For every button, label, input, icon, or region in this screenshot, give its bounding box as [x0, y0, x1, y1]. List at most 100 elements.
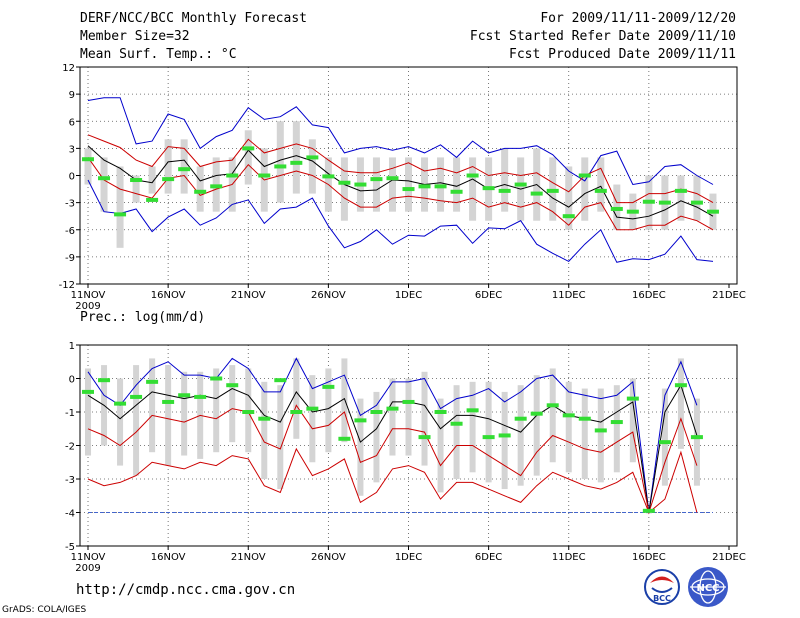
- temp-spread-box: [388, 157, 396, 212]
- temp-spread-box: [196, 166, 204, 212]
- ncc-logo: NCC: [688, 567, 728, 607]
- prec-spread-box: [565, 381, 572, 473]
- temp-spread-box: [164, 139, 172, 194]
- prec-spread-box: [613, 385, 620, 473]
- prec-spread-box: [309, 375, 316, 463]
- temp-xtick-label: 26NOV: [311, 290, 346, 301]
- temp-spread-box: [372, 157, 380, 212]
- temp-year-label: 2009: [75, 301, 100, 312]
- bcc-logo: BCC: [644, 569, 680, 605]
- prec-ytick-label: -1: [65, 408, 75, 419]
- precipitation-panel: -5 -4 -3 -2 -1 0 1 11NOV 16NOV 21NOV 26NOV 1DEC 6DEC…: [65, 341, 746, 574]
- temp-spread-box: [132, 175, 140, 203]
- prec-ytick-label: 1: [69, 341, 75, 352]
- prec-spread-box: [677, 358, 684, 449]
- prec-spread-box: [165, 365, 172, 466]
- temp-ensemble-mean-1-sd-line: [87, 157, 714, 231]
- prec-spread-box: [293, 358, 300, 439]
- prec-ensemble-mean-1-sd-line: [87, 404, 698, 515]
- temp-ytick-label: 3: [69, 144, 75, 155]
- temp-spread-box: [100, 157, 108, 212]
- temp-spread-box: [292, 121, 300, 194]
- prec-spread-box: [373, 391, 380, 483]
- prec-ytick-label: -4: [65, 509, 75, 520]
- prec-spread-box: [181, 371, 188, 456]
- prec-spread-box: [117, 378, 124, 466]
- prec-spread-box: [485, 381, 492, 483]
- temp-spread-box: [677, 175, 685, 221]
- prec-xtick-label: 11DEC: [552, 552, 586, 563]
- temp-xtick-label: 11DEC: [552, 290, 586, 301]
- prec-ytick-label: 0: [69, 375, 75, 386]
- temp-ytick-label: 9: [69, 90, 75, 101]
- prec-ensemble-mean-line: [87, 383, 698, 513]
- temp-xtick-label: 11NOV: [71, 290, 106, 301]
- prec-spread-box: [661, 388, 668, 486]
- prec-spread-box: [549, 368, 556, 463]
- temp-xtick-label: 1DEC: [395, 290, 422, 301]
- prec-spread-box: [629, 378, 636, 463]
- forecast-start-date: Fcst Started Refer Date 2009/11/10: [469, 29, 736, 44]
- prec-spread-box: [341, 358, 348, 443]
- temp-ensemble-max-line: [87, 97, 714, 186]
- prec-spread-box: [357, 398, 364, 496]
- ncc-logo-text: NCC: [696, 583, 719, 594]
- temp-spread-box: [453, 157, 461, 212]
- prec-spread-box: [453, 385, 460, 479]
- temp-xtick-label: 6DEC: [475, 290, 502, 301]
- temp-ensemble-mean-line: [87, 145, 714, 220]
- temp-xtick-label: 21DEC: [712, 290, 746, 301]
- prec-spread-box: [469, 381, 476, 473]
- chart-title: DERF/NCC/BCC Monthly Forecast: [80, 11, 307, 26]
- prec-year-label: 2009: [75, 563, 100, 574]
- prec-xtick-label: 21NOV: [231, 552, 266, 563]
- prec-spread-box: [437, 398, 444, 493]
- temp-spread-box: [340, 157, 348, 221]
- prec-spread-box: [149, 358, 156, 453]
- source-url[interactable]: http://cmdp.ncc.cma.gov.cn: [76, 582, 296, 598]
- temp-ensemble-mean-1-sd-line: [87, 134, 714, 204]
- prec-xtick-label: 26NOV: [311, 552, 346, 563]
- member-size: Member Size=32: [80, 29, 190, 44]
- prec-ytick-label: -2: [65, 442, 75, 453]
- temp-ytick-label: -3: [65, 199, 75, 210]
- variable-label: Mean Surf. Temp.: °C: [80, 47, 237, 62]
- prec-ensemble-max-line: [87, 357, 698, 513]
- bcc-logo-text: BCC: [653, 594, 671, 603]
- prec-xtick-label: 21DEC: [712, 552, 746, 563]
- temp-spread-box: [276, 121, 284, 203]
- temp-ytick-label: -6: [65, 226, 75, 237]
- temp-ytick-label: 6: [69, 117, 75, 128]
- forecast-period: For 2009/11/11-2009/12/20: [540, 11, 736, 26]
- prec-spread-box: [133, 365, 140, 476]
- temp-ensemble-min-line: [87, 179, 714, 263]
- temp-spread-box: [116, 166, 124, 248]
- forecast-produced-date: Fcst Produced Date 2009/11/11: [509, 47, 736, 62]
- prec-spread-box: [325, 368, 332, 453]
- prec-spread-box: [229, 365, 236, 443]
- temp-spread-box: [308, 139, 316, 194]
- temp-ytick-label: 0: [69, 172, 75, 183]
- temp-spread-box: [565, 166, 573, 230]
- prec-spread-box: [693, 398, 700, 486]
- temp-spread-box: [501, 148, 509, 212]
- grads-credit: GrADS: COLA/IGES: [2, 605, 87, 615]
- prec-xtick-label: 11NOV: [71, 552, 106, 563]
- temp-spread-box: [693, 175, 701, 221]
- temp-ytick-label: -12: [59, 280, 75, 291]
- prec-xtick-label: 16DEC: [632, 552, 666, 563]
- prec-xtick-label: 6DEC: [475, 552, 502, 563]
- temp-spread-box: [244, 130, 252, 185]
- prec-spread-box: [517, 385, 524, 486]
- prec-xtick-label: 16NOV: [151, 552, 186, 563]
- prec-spread-box: [421, 371, 428, 466]
- temp-spread-box: [405, 157, 412, 212]
- temp-ytick-label: -9: [65, 253, 75, 264]
- prec-xtick-label: 1DEC: [395, 552, 422, 563]
- temp-spread-box: [581, 157, 589, 221]
- temp-spread-box: [180, 139, 188, 194]
- temperature-panel: -12 -9 -6 -3 0 3 6 9 12 11NOV 16NOV 21NOV 26NOV 1DEC 6…: [59, 63, 746, 312]
- prec-spread-box: [405, 378, 412, 456]
- prec-ytick-label: -5: [65, 542, 75, 553]
